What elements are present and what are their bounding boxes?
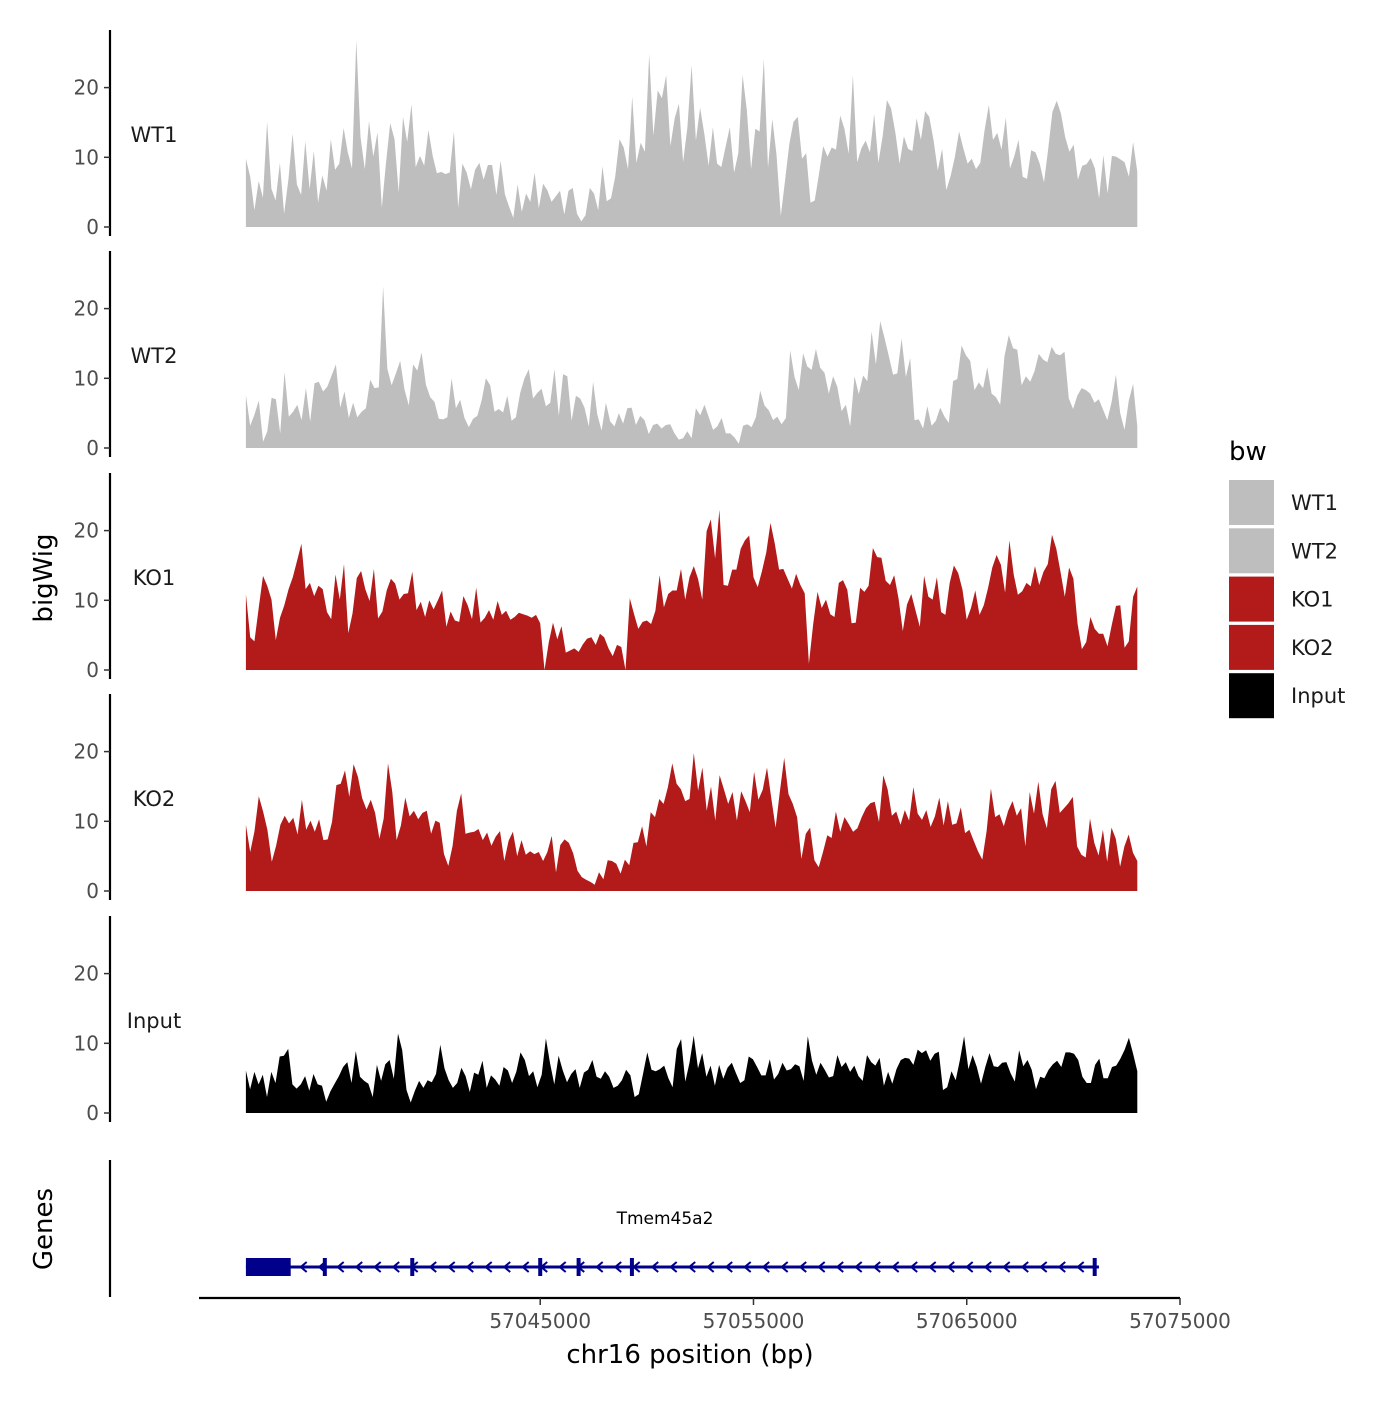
- track-label-input: Input: [127, 1009, 181, 1033]
- gene-strand-chevron-38: [1002, 1261, 1011, 1273]
- gene-strand-chevron-34: [928, 1261, 937, 1273]
- legend-label-wt2: WT2: [1291, 539, 1338, 563]
- y-tick-label-ko1-10: 10: [74, 588, 99, 612]
- track-area-input: [245, 1033, 1138, 1113]
- track-area-ko2: [245, 753, 1138, 891]
- gene-exon-2: [538, 1258, 543, 1276]
- y-tick-label-wt2-0: 0: [86, 436, 99, 460]
- gene-strand-chevron-8: [447, 1261, 456, 1273]
- gene-strand-chevron-9: [465, 1261, 474, 1273]
- y-tick-label-input-10: 10: [74, 1031, 99, 1055]
- y-tick-label-input-20: 20: [74, 962, 99, 986]
- y-tick-label-wt1-0: 0: [86, 215, 99, 239]
- legend-swatch-wt1: [1229, 480, 1274, 525]
- track-area-wt2: [245, 286, 1138, 448]
- gene-exon-1: [410, 1258, 415, 1276]
- gene-strand-chevron-32: [891, 1261, 900, 1273]
- gene-strand-chevron-10: [484, 1261, 493, 1273]
- legend-swatch-ko1: [1229, 576, 1274, 622]
- gene-name-label: Tmem45a2: [616, 1209, 714, 1229]
- genes-panel-title: Genes: [29, 1188, 59, 1270]
- gene-strand-chevron-17: [613, 1261, 622, 1273]
- x-tick-label-3: 57075000: [1129, 1309, 1231, 1333]
- gene-strand-chevron-2: [336, 1261, 345, 1273]
- y-tick-label-ko1-20: 20: [74, 519, 99, 543]
- gene-strand-chevron-21: [687, 1261, 696, 1273]
- x-tick-label-0: 57045000: [489, 1309, 591, 1333]
- legend-swatch-wt2: [1229, 528, 1274, 574]
- gene-strand-chevron-36: [965, 1261, 974, 1273]
- y-tick-label-ko2-20: 20: [74, 740, 99, 764]
- gene-exon-5: [1092, 1258, 1097, 1276]
- gene-strand-chevron-4: [373, 1261, 382, 1273]
- legend-label-wt1: WT1: [1291, 491, 1338, 515]
- gene-strand-chevron-30: [854, 1261, 863, 1273]
- gene-exon-3: [576, 1258, 581, 1276]
- gene-strand-chevron-31: [872, 1261, 881, 1273]
- y-tick-label-wt2-10: 10: [74, 366, 99, 390]
- gene-exon-0: [322, 1258, 327, 1276]
- track-label-wt1: WT1: [131, 123, 178, 147]
- gene-strand-chevron-27: [798, 1261, 807, 1273]
- legend-label-input: Input: [1291, 684, 1345, 708]
- gene-strand-chevron-41: [1057, 1261, 1066, 1273]
- gene-strand-chevron-35: [946, 1261, 955, 1273]
- gene-strand-chevron-5: [391, 1261, 400, 1273]
- y-tick-label-input-0: 0: [86, 1101, 99, 1125]
- gene-strand-chevron-20: [669, 1261, 678, 1273]
- gene-strand-chevron-23: [724, 1261, 733, 1273]
- legend-swatch-input: [1229, 673, 1274, 719]
- x-axis-title: chr16 position (bp): [566, 1340, 813, 1370]
- y-tick-label-ko2-10: 10: [74, 809, 99, 833]
- gene-strand-chevron-39: [1020, 1261, 1029, 1273]
- gene-strand-chevron-3: [354, 1261, 363, 1273]
- gene-strand-chevron-16: [595, 1261, 604, 1273]
- gene-strand-chevron-40: [1039, 1261, 1048, 1273]
- x-tick-label-2: 57065000: [916, 1309, 1018, 1333]
- track-label-ko2: KO2: [133, 787, 176, 811]
- gene-strand-chevron-33: [909, 1261, 918, 1273]
- gene-strand-chevron-0: [299, 1261, 308, 1273]
- gene-strand-chevron-29: [835, 1261, 844, 1273]
- x-tick-label-1: 57055000: [703, 1309, 805, 1333]
- y-tick-label-wt1-20: 20: [74, 76, 99, 100]
- track-area-wt1: [245, 40, 1138, 228]
- track-area-ko1: [245, 509, 1138, 670]
- y-tick-label-wt1-10: 10: [74, 145, 99, 169]
- gene-strand-chevron-12: [521, 1261, 530, 1273]
- gene-strand-chevron-7: [428, 1261, 437, 1273]
- y-axis-title: bigWig: [29, 533, 59, 622]
- gene-strand-chevron-42: [1076, 1261, 1085, 1273]
- gene-strand-chevron-14: [558, 1261, 567, 1273]
- gene-strand-chevron-25: [761, 1261, 770, 1273]
- gene-exon-4: [629, 1258, 634, 1276]
- track-label-ko1: KO1: [133, 566, 176, 590]
- gene-strand-chevron-37: [983, 1261, 992, 1273]
- gene-strand-chevron-11: [502, 1261, 511, 1273]
- legend-swatch-ko2: [1229, 624, 1274, 670]
- y-tick-label-ko2-0: 0: [86, 879, 99, 903]
- y-tick-label-wt2-20: 20: [74, 297, 99, 321]
- track-label-wt2: WT2: [131, 344, 178, 368]
- gene-strand-chevron-28: [817, 1261, 826, 1273]
- gene-strand-chevron-26: [780, 1261, 789, 1273]
- gene-strand-chevron-24: [743, 1261, 752, 1273]
- legend-title: bw: [1229, 437, 1267, 467]
- gene-strand-chevron-19: [650, 1261, 659, 1273]
- y-tick-label-ko1-0: 0: [86, 658, 99, 682]
- legend-label-ko1: KO1: [1291, 588, 1334, 612]
- gene-strand-chevron-22: [706, 1261, 715, 1273]
- legend-label-ko2: KO2: [1291, 636, 1334, 660]
- gene-utr-block: [245, 1258, 291, 1276]
